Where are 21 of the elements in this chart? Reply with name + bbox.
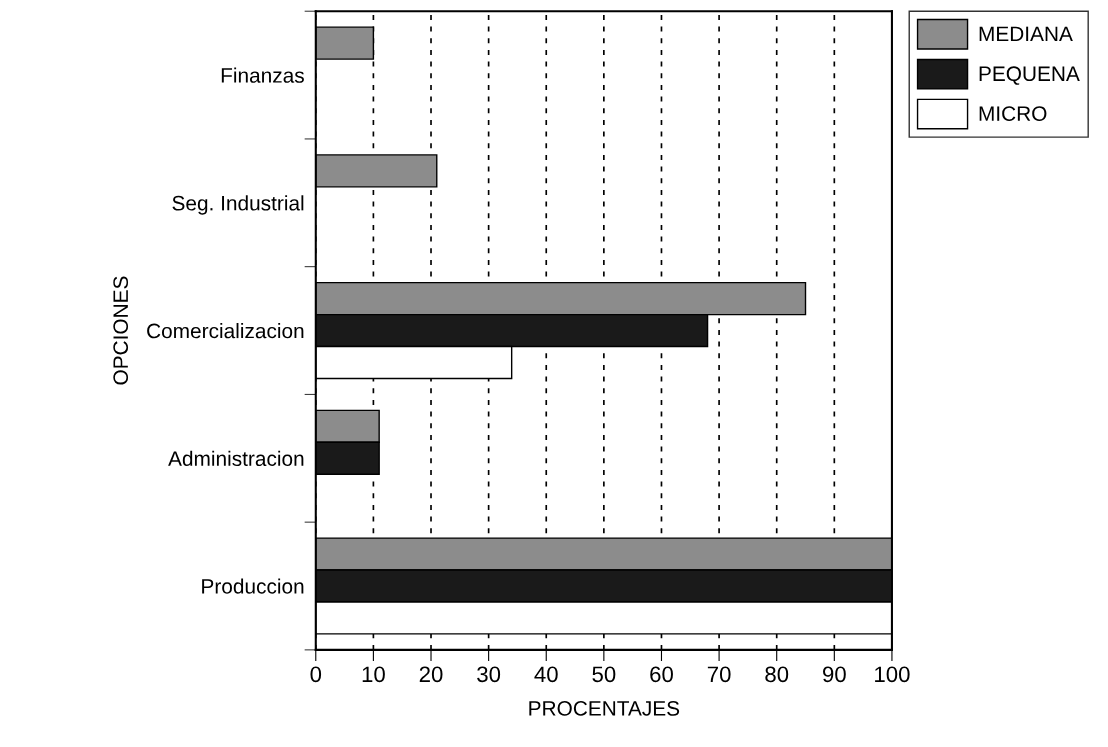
x-tick-label: 20 bbox=[419, 666, 443, 683]
x-tick-label: 40 bbox=[534, 666, 558, 683]
y-tick-label: Finanzas bbox=[221, 67, 304, 83]
x-axis-title: PROCENTAJES bbox=[529, 701, 680, 716]
y-axis-title: OPCIONES bbox=[113, 276, 129, 385]
x-tick-label: 30 bbox=[477, 666, 501, 683]
x-tick-label: 0 bbox=[310, 666, 322, 683]
x-tick-label: 70 bbox=[707, 666, 731, 683]
y-tick-label: Comercializacion bbox=[147, 323, 304, 339]
y-tick-label: Produccion bbox=[202, 578, 304, 594]
legend-label: MEDIANA bbox=[979, 26, 1073, 41]
y-tick-label: Administracion bbox=[168, 450, 304, 467]
x-tick-label: 90 bbox=[823, 666, 846, 683]
x-tick-label: 100 bbox=[875, 666, 910, 683]
x-tick-label: 80 bbox=[765, 666, 789, 683]
x-tick-label: 60 bbox=[650, 666, 673, 683]
legend-label: PEQUENA bbox=[979, 66, 1080, 85]
x-tick-label: 10 bbox=[362, 666, 385, 683]
x-tick-label: 50 bbox=[592, 666, 616, 683]
y-tick-label: Seg. Industrial bbox=[172, 195, 304, 215]
legend-label: MICRO bbox=[979, 106, 1047, 121]
